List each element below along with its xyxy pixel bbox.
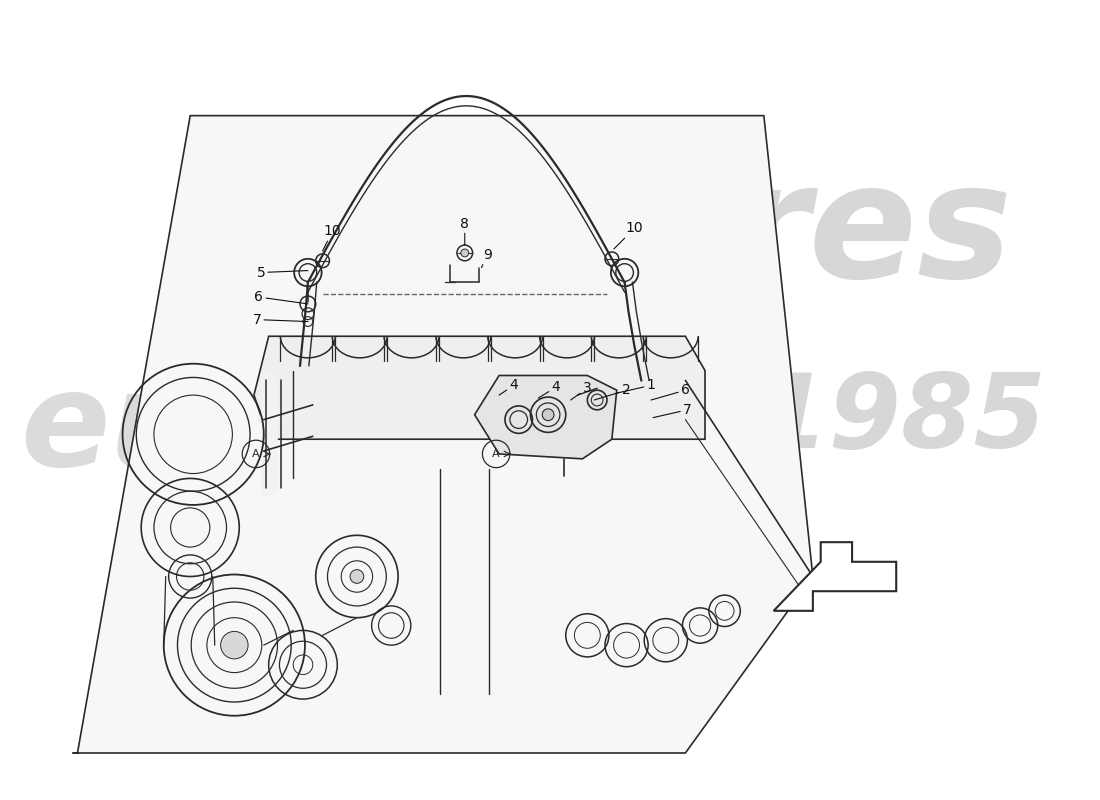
Text: A: A: [493, 449, 500, 459]
Text: 9: 9: [482, 248, 492, 268]
Circle shape: [350, 570, 364, 583]
Text: 7: 7: [253, 313, 308, 326]
Polygon shape: [73, 116, 813, 753]
Polygon shape: [474, 375, 617, 459]
Text: 7: 7: [653, 403, 692, 418]
Text: 5: 5: [256, 266, 308, 279]
Text: 10: 10: [614, 222, 644, 249]
Text: 1: 1: [617, 378, 656, 393]
Text: 4: 4: [538, 380, 560, 398]
Text: 10: 10: [322, 224, 341, 251]
Text: 3: 3: [571, 382, 592, 400]
Text: 6: 6: [651, 383, 690, 400]
Text: 1985: 1985: [756, 369, 1046, 470]
Text: 6: 6: [254, 290, 308, 304]
Text: eu: eu: [20, 366, 204, 493]
Text: 8: 8: [460, 217, 470, 245]
Circle shape: [221, 631, 249, 659]
Circle shape: [461, 249, 469, 257]
Circle shape: [542, 409, 554, 421]
Text: 4: 4: [499, 378, 518, 395]
Text: res: res: [730, 156, 1013, 311]
Text: 2: 2: [594, 383, 631, 400]
Polygon shape: [254, 336, 705, 439]
Text: a passion for parts since: a passion for parts since: [339, 570, 660, 662]
Text: A: A: [252, 449, 260, 459]
Polygon shape: [773, 542, 896, 611]
